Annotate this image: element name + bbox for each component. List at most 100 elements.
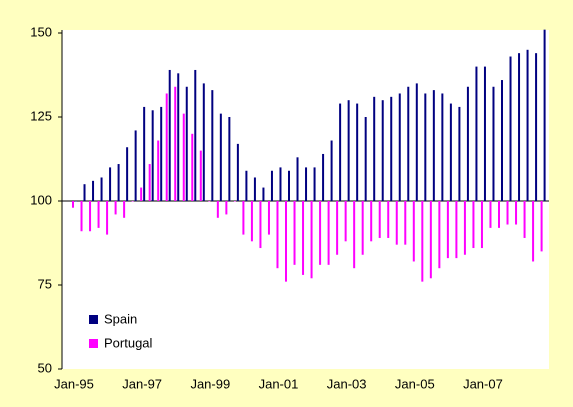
bar: [407, 86, 410, 201]
bar: [310, 201, 313, 279]
bar: [398, 93, 401, 201]
bar: [296, 157, 299, 201]
bar: [336, 201, 339, 255]
bar: [185, 86, 188, 201]
bar: [109, 167, 112, 201]
bar: [117, 164, 120, 201]
bar: [160, 106, 163, 201]
x-tick-label: Jan-05: [395, 376, 435, 391]
bar: [429, 201, 432, 279]
bar: [219, 113, 222, 201]
bar: [319, 201, 322, 265]
legend-swatch: [89, 339, 98, 348]
y-tick-label: 150: [30, 24, 52, 39]
bar: [267, 201, 270, 235]
bar: [526, 49, 529, 201]
bar: [449, 103, 452, 201]
legend-label: Portugal: [104, 335, 153, 350]
bar: [475, 66, 478, 201]
bar: [97, 201, 100, 228]
bar: [535, 53, 538, 201]
bar: [466, 86, 469, 201]
bar: [83, 184, 86, 201]
bar: [100, 177, 103, 201]
bar: [506, 201, 509, 225]
bar: [501, 80, 503, 201]
bar: [356, 103, 359, 201]
y-tick-label: 125: [30, 108, 52, 123]
bar: [279, 167, 282, 201]
bar: [344, 201, 347, 242]
bar: [347, 100, 350, 201]
x-tick-label: Jan-01: [259, 376, 299, 391]
bar: [228, 117, 231, 201]
x-tick-label: Jan-03: [327, 376, 367, 391]
bar: [412, 201, 415, 262]
bar: [515, 201, 518, 225]
bar: [540, 201, 543, 252]
bar: [288, 170, 290, 201]
bar: [106, 201, 109, 235]
bar: [236, 143, 239, 201]
bar: [259, 201, 262, 249]
y-tick-label: 75: [38, 276, 52, 291]
bar: [194, 69, 197, 202]
bar: [361, 201, 364, 255]
bar: [373, 96, 376, 201]
bar: [72, 201, 74, 208]
bar: [89, 201, 92, 232]
y-tick-label: 100: [30, 192, 52, 207]
bar: [140, 187, 143, 201]
bar: [421, 201, 424, 282]
bar: [330, 140, 333, 201]
bar: [327, 201, 330, 265]
bar: [339, 103, 342, 201]
bar: [208, 201, 211, 202]
bar: [378, 201, 381, 238]
bar: [233, 201, 236, 202]
bar: [424, 93, 427, 201]
bar: [276, 201, 279, 269]
bar: [225, 201, 228, 215]
bar: [285, 201, 287, 282]
bar: [302, 201, 305, 275]
bar: [250, 201, 253, 242]
x-tick-label: Jan-07: [463, 376, 503, 391]
bar: [177, 73, 180, 201]
bar: [489, 201, 492, 228]
bar: [498, 201, 500, 228]
bar: [353, 201, 356, 269]
bar: [480, 201, 483, 249]
bar: [174, 86, 177, 201]
legend-swatch: [89, 315, 98, 324]
bar: [80, 201, 83, 232]
bar: [432, 90, 435, 201]
bar: [387, 201, 390, 238]
x-tick-label: Jan-97: [122, 376, 162, 391]
bar: [242, 201, 245, 235]
bar: [165, 93, 168, 201]
bar: [305, 167, 308, 201]
bar: [182, 113, 185, 201]
bar: [253, 177, 256, 201]
bar: [441, 93, 444, 201]
bar: [270, 170, 273, 201]
bar: [191, 133, 194, 201]
bar: [313, 167, 316, 201]
bar: [157, 140, 160, 201]
bar: [199, 150, 202, 201]
bar: [143, 106, 146, 201]
bar: [114, 201, 117, 215]
bar: [131, 201, 134, 202]
bar: [523, 201, 526, 238]
bar: [148, 164, 151, 201]
bar: [262, 187, 265, 201]
bar: [364, 117, 367, 201]
bar: [151, 110, 154, 201]
bar: [446, 201, 449, 259]
bar: [293, 201, 296, 265]
bar: [543, 29, 546, 201]
bar: [518, 53, 521, 201]
bar: [126, 147, 129, 201]
